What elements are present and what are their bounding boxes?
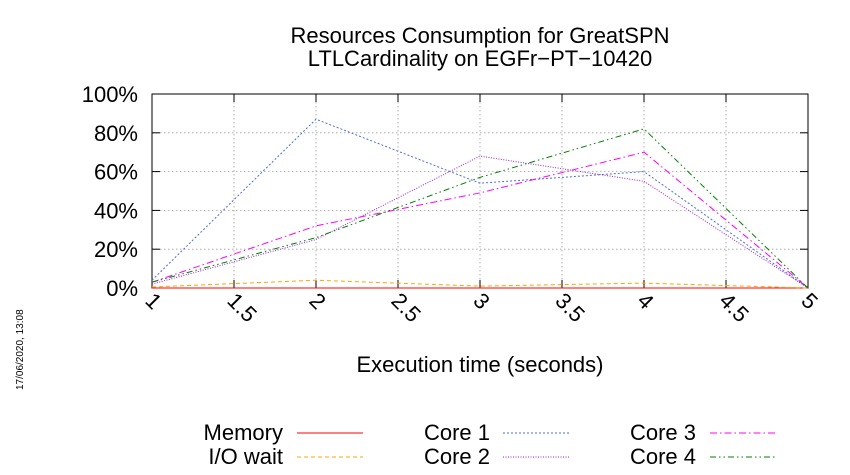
- legend-label-memory: Memory: [204, 420, 283, 445]
- y-tick-label: 0%: [106, 276, 138, 301]
- x-tick-label: 5: [796, 288, 822, 314]
- series-line-core-2: [151, 155, 809, 289]
- legend-label-i-o-wait: I/O wait: [208, 444, 283, 469]
- y-tick-label: 80%: [94, 121, 138, 146]
- series-lines: [151, 118, 809, 289]
- x-tick-label: 3.5: [550, 288, 589, 327]
- series-line-i-o-wait: [151, 279, 809, 289]
- series-line-core-4: [151, 128, 809, 289]
- timestamp: 17/06/2020, 13:08: [15, 309, 26, 390]
- chart-title-line1: Resources Consumption for GreatSPN: [290, 23, 669, 48]
- x-tick-label: 2.5: [386, 288, 425, 327]
- y-tick-label: 60%: [94, 160, 138, 185]
- grid: [152, 94, 808, 288]
- legend-label-core-3: Core 3: [630, 420, 696, 445]
- series-line-core-3: [151, 151, 809, 289]
- x-tick-label: 3: [468, 288, 494, 314]
- legend-label-core-2: Core 2: [424, 444, 490, 469]
- y-tick-label: 40%: [94, 198, 138, 223]
- x-tick-label: 1: [140, 288, 166, 314]
- x-tick-label: 4.5: [714, 288, 753, 327]
- y-tick-label: 100%: [82, 82, 138, 107]
- series-line-core-1: [151, 118, 809, 289]
- x-tick-label: 4: [632, 288, 658, 314]
- x-tick-label: 1.5: [222, 288, 261, 327]
- legend-label-core-4: Core 4: [630, 444, 696, 469]
- tick-labels: 0% 20% 40% 60% 80% 100% 1 1.5 2 2.5 3 3.5 4 4.5 5: [82, 82, 823, 327]
- x-axis-label: Execution time (seconds): [357, 352, 604, 377]
- x-tick-label: 2: [304, 288, 330, 314]
- y-tick-label: 20%: [94, 237, 138, 262]
- chart-title-line2: LTLCardinality on EGFr−PT−10420: [308, 46, 652, 71]
- legend-label-core-1: Core 1: [424, 420, 490, 445]
